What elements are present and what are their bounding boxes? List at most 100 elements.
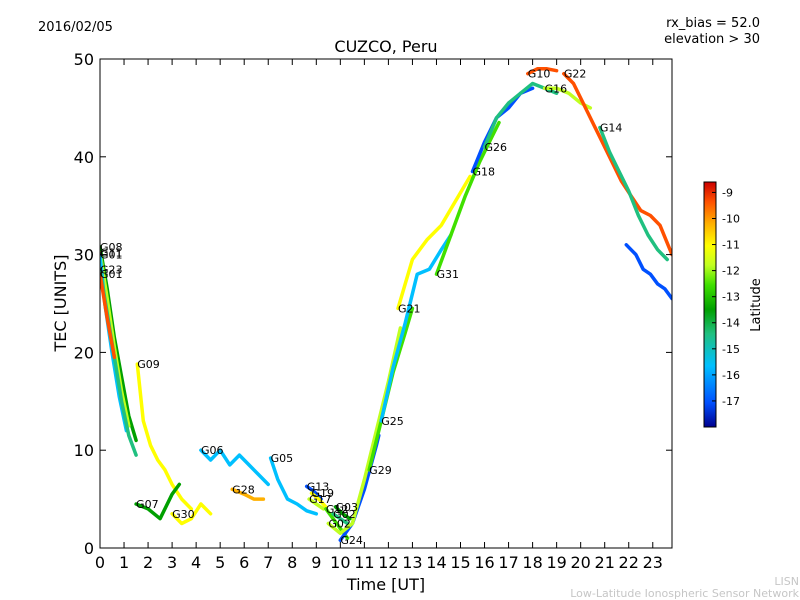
- series-line-g25: [379, 233, 453, 423]
- x-tick-label: 12: [378, 553, 398, 572]
- satellite-label: G25: [381, 415, 404, 428]
- satellite-label: G14: [600, 121, 623, 134]
- satellite-label: G18: [473, 165, 496, 178]
- x-tick-label: 16: [474, 553, 494, 572]
- satellite-label: G01: [100, 268, 123, 281]
- x-tick-label: 8: [287, 553, 297, 572]
- date-label: 2016/02/05: [38, 20, 113, 35]
- y-tick-label: 10: [74, 441, 94, 460]
- colorbar-tick-label: -10: [722, 212, 740, 225]
- satellite-label: G12: [326, 503, 349, 516]
- colorbar-tick-label: -16: [722, 369, 740, 382]
- series-line-g03: [333, 505, 352, 521]
- satellite-label: G30: [172, 508, 195, 521]
- satellite-labels: G08G11G01G23G01G09G07G30G06G28G05G13G19G…: [100, 68, 622, 548]
- series-line-g17: [307, 497, 326, 511]
- x-tick-label: 5: [215, 553, 225, 572]
- series-line-g01: [100, 272, 117, 360]
- satellite-label: G06: [201, 444, 224, 457]
- x-tick-label: 13: [402, 553, 422, 572]
- x-tick-label: 19: [546, 553, 566, 572]
- series-line-g05: [268, 456, 319, 516]
- x-axis-label: Time [UT]: [346, 575, 425, 594]
- rx-bias-label: rx_bias = 52.0: [666, 16, 760, 31]
- elevation-label: elevation > 30: [664, 32, 760, 47]
- x-tick-label: 18: [522, 553, 542, 572]
- satellite-label: G31: [436, 268, 459, 281]
- satellite-label: G29: [369, 464, 392, 477]
- colorbar-tick-label: -11: [722, 239, 740, 252]
- satellite-label: G03: [336, 501, 359, 514]
- credit-lisn: LISN: [774, 575, 799, 588]
- y-tick-label: 20: [74, 343, 94, 362]
- x-tick-label: 2: [143, 553, 153, 572]
- y-tick-label: 30: [74, 246, 94, 265]
- x-tick-label: 10: [330, 553, 350, 572]
- x-tick-label: 20: [570, 553, 590, 572]
- colorbar-label: Latitude: [749, 278, 764, 332]
- satellite-label: G08: [100, 241, 123, 254]
- satellite-label: G17: [309, 493, 332, 506]
- colorbar-tick-label: -13: [722, 291, 740, 304]
- plot-frame: [99, 58, 673, 549]
- satellite-label: G24: [340, 534, 363, 547]
- colorbar: [703, 181, 717, 428]
- satellite-label: G13: [307, 480, 330, 493]
- series-line-unnamed: [624, 243, 672, 301]
- series-line-g30: [170, 502, 213, 526]
- satellite-label: G28: [232, 483, 255, 496]
- x-tick-label: 11: [354, 553, 374, 572]
- colorbar-ticks: -9 -10 -11 -12 -13 -14 -15 -16 -17: [712, 186, 740, 408]
- satellite-label: G19: [311, 487, 334, 500]
- satellite-label: G10: [528, 68, 551, 81]
- satellite-label: G11: [100, 247, 123, 260]
- satellite-label: G07: [136, 498, 159, 511]
- colorbar-tick-label: -14: [722, 317, 740, 330]
- colorbar-tick-label: -17: [722, 395, 740, 408]
- colorbar-tick-label: -15: [722, 343, 740, 356]
- y-tick-label: 50: [74, 50, 94, 69]
- series-layer: [100, 67, 672, 542]
- series-line-g02: [331, 512, 350, 526]
- credit-network: Low-Latitude Ionospheric Sensor Network: [570, 587, 799, 600]
- satellite-label: G22: [564, 68, 587, 81]
- satellite-label: G02: [328, 518, 351, 531]
- x-tick-label: 3: [167, 553, 177, 572]
- x-tick-label: 17: [498, 553, 518, 572]
- series-line-g06: [199, 448, 270, 487]
- x-tick-label: 23: [643, 553, 663, 572]
- satellite-label: G05: [271, 452, 294, 465]
- satellite-label: G09: [137, 358, 160, 371]
- series-line-g10: [526, 67, 559, 76]
- series-line-g28: [230, 487, 266, 501]
- x-tick-label: 0: [95, 553, 105, 572]
- y-tick-label: 0: [84, 539, 94, 558]
- series-line-g19: [309, 491, 328, 509]
- colorbar-tick-label: -12: [722, 265, 740, 278]
- colorbar-tick-label: -9: [722, 186, 733, 199]
- series-line-g14: [598, 125, 669, 262]
- x-tick-label: 4: [191, 553, 201, 572]
- x-tick-label: 1: [119, 553, 129, 572]
- satellite-label: G23: [100, 263, 123, 276]
- series-line-g22: [562, 71, 672, 257]
- x-tick-label: 15: [450, 553, 470, 572]
- y-axis-label: TEC [UNITS]: [51, 255, 70, 353]
- x-tick-label: 14: [426, 553, 446, 572]
- x-tick-label: 6: [239, 553, 249, 572]
- chart-title: CUZCO, Peru: [334, 37, 437, 56]
- series-line-g13: [304, 484, 323, 501]
- series-line-g21: [396, 174, 472, 311]
- series-line-g09: [135, 362, 194, 511]
- series-line-g29: [367, 306, 415, 472]
- satellite-label: G21: [398, 302, 421, 315]
- x-tick-label: 9: [311, 553, 321, 572]
- x-ticks: 0 1 2 3 4 5 6 7 8 9 10 11 12 13 14 15 16 17 18 19 20 21 22 23: [95, 59, 663, 572]
- x-tick-label: 21: [595, 553, 615, 572]
- series-line-g31: [434, 120, 501, 276]
- series-line-g07: [134, 482, 182, 521]
- y-tick-label: 40: [74, 148, 94, 167]
- satellite-label: G26: [485, 141, 508, 154]
- satellite-label: G16: [545, 82, 568, 95]
